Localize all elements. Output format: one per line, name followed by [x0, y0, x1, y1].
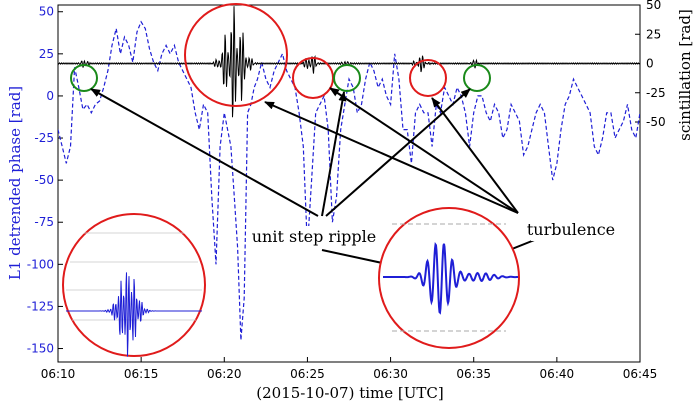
y-left-tick-label: -100	[27, 257, 54, 271]
green-circle-ripple-2	[333, 64, 361, 92]
arrow-ripple-1	[90, 88, 319, 217]
red-circle-turbulence-1	[184, 3, 288, 107]
x-tick-label: 06:45	[623, 367, 658, 381]
y-left-tick-label: 0	[46, 89, 54, 103]
x-tick-label: 06:10	[41, 367, 76, 381]
y-right-tick-label: 0	[646, 57, 654, 71]
x-tick-label: 06:40	[540, 367, 575, 381]
red-circle-turbulence-3	[409, 59, 447, 97]
y-right-tick-label: 50	[646, 0, 661, 12]
zoom-inset-turbulence	[62, 213, 206, 357]
zoom-inset-step-ripple	[378, 207, 520, 349]
label-bg-step	[252, 226, 376, 248]
y-right-tick-label: 25	[646, 27, 661, 41]
green-circle-ripple-1	[70, 64, 98, 92]
y-left-tick-label: -150	[27, 342, 54, 356]
arrow-ripple-3	[325, 88, 471, 217]
label-turbulence: turbulence	[527, 220, 615, 239]
arrow-ripple-2	[321, 91, 347, 217]
label-unit-step-ripple: unit step ripple	[252, 227, 377, 246]
arrow-turbulence-1	[264, 101, 519, 214]
right-axis-label: scintillation [rad]	[676, 9, 694, 141]
left-axis-label: L1 detrended phase [rad]	[6, 86, 24, 280]
y-right-tick-label: -50	[646, 115, 666, 129]
inset-circle-step-ripple	[378, 207, 520, 349]
x-tick-label: 06:30	[373, 367, 408, 381]
arrow-turbulence-3	[431, 97, 519, 214]
scintillation-series	[58, 6, 640, 118]
x-axis-label: (2015-10-07) time [UTC]	[256, 384, 443, 402]
detrended-phase-series	[58, 20, 640, 341]
label-bg-turb	[531, 219, 611, 241]
y-left-tick-label: 50	[39, 5, 54, 19]
y-left-tick-label: -25	[34, 131, 54, 145]
x-tick-label: 06:20	[207, 367, 242, 381]
y-left-tick-label: -50	[34, 173, 54, 187]
arrow-turbulence-2	[329, 87, 519, 214]
inset-turbulence-waveform	[66, 272, 202, 357]
x-axis-ticks: 06:10 06:15 06:20 06:25 06:30 06:35 06:40 06:45	[41, 357, 658, 381]
x-tick-label: 06:35	[456, 367, 491, 381]
y-left-tick-label: -125	[27, 299, 54, 313]
y-left-tick-label: -75	[34, 215, 54, 229]
x-tick-label: 06:15	[124, 367, 159, 381]
left-axis-ticks: 50 25 0 -25 -50 -75 -100 -125 -150	[27, 5, 63, 356]
y-left-tick-label: 25	[39, 47, 54, 61]
inset-step-ripple-waveform	[383, 241, 518, 315]
plot-frame	[57, 4, 641, 363]
y-right-tick-label: -25	[646, 86, 666, 100]
x-tick-label: 06:25	[290, 367, 325, 381]
green-circle-ripple-3	[463, 64, 491, 92]
